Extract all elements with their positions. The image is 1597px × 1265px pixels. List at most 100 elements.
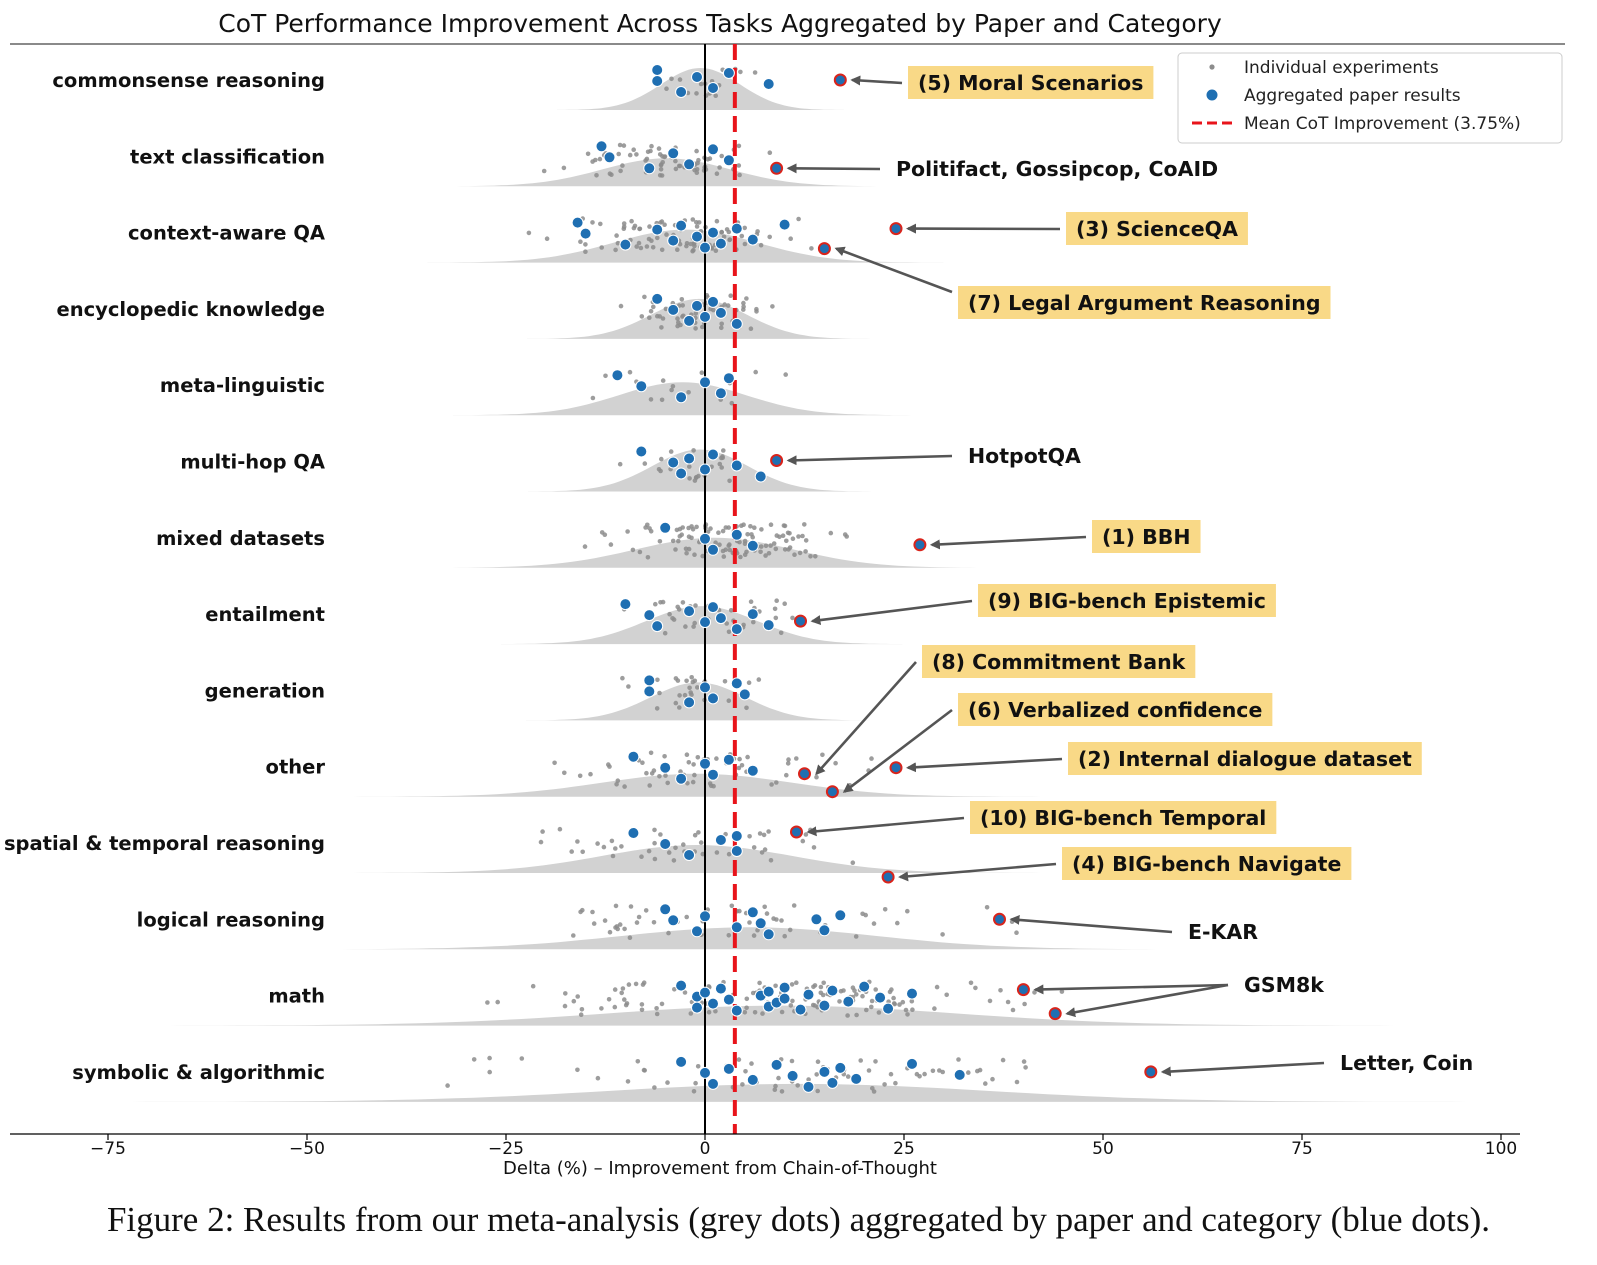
- individual-experiment-point: [815, 1059, 821, 1064]
- individual-experiment-point: [595, 841, 600, 846]
- individual-experiment-point: [634, 152, 639, 157]
- individual-experiment-point: [932, 1006, 937, 1011]
- individual-experiment-point: [791, 903, 797, 908]
- individual-experiment-point: [622, 784, 627, 789]
- individual-experiment-point: [758, 549, 763, 555]
- individual-experiment-point: [590, 395, 596, 401]
- individual-experiment-point: [569, 849, 574, 854]
- individual-experiment-point: [897, 1002, 902, 1007]
- individual-experiment-point: [538, 839, 544, 845]
- aggregated-paper-point: [730, 677, 743, 690]
- individual-experiment-point: [614, 782, 619, 787]
- annotation-label: Letter, Coin: [1340, 1051, 1473, 1075]
- individual-experiment-point: [842, 532, 848, 537]
- aggregated-paper-point: [707, 601, 719, 614]
- individual-experiment-point: [660, 599, 666, 605]
- individual-experiment-point: [673, 547, 678, 552]
- individual-experiment-point: [541, 168, 547, 174]
- individual-experiment-point: [575, 839, 580, 844]
- aggregated-paper-point: [707, 226, 719, 239]
- aggregated-paper-point: [699, 910, 711, 923]
- aggregated-paper-point: [746, 608, 759, 621]
- aggregated-paper-point: [826, 984, 839, 997]
- category-label-mixed-datasets: mixed datasets: [156, 527, 325, 550]
- individual-experiment-point: [719, 153, 724, 159]
- individual-experiment-point: [779, 1089, 785, 1094]
- aggregated-paper-point: [627, 827, 640, 839]
- annotation-highlight-box: [1062, 847, 1352, 880]
- individual-experiment-point: [695, 755, 701, 760]
- annotation-label: HotpotQA: [968, 444, 1081, 468]
- individual-experiment-point: [930, 1068, 936, 1074]
- individual-experiment-point: [694, 524, 699, 530]
- individual-experiment-point: [628, 904, 634, 909]
- individual-experiment-point: [690, 248, 695, 254]
- individual-experiment-point: [782, 547, 788, 552]
- individual-experiment-point: [869, 1004, 874, 1010]
- aggregated-paper-point: [826, 1076, 839, 1089]
- individual-experiment-point: [779, 1009, 785, 1015]
- individual-experiment-point: [812, 1003, 818, 1008]
- aggregated-paper-point: [810, 913, 823, 926]
- individual-experiment-point: [693, 1080, 698, 1086]
- individual-experiment-point: [652, 827, 657, 833]
- individual-experiment-point: [922, 1071, 927, 1077]
- individual-experiment-point: [637, 226, 642, 232]
- individual-experiment-point: [820, 752, 825, 758]
- individual-experiment-point: [642, 461, 648, 466]
- individual-experiment-point: [750, 534, 755, 540]
- individual-experiment-point: [770, 304, 775, 309]
- individual-experiment-point: [828, 530, 834, 536]
- annotation-5-moral-scenarios: (5) Moral Scenarios: [833, 66, 1154, 99]
- individual-experiment-point: [658, 220, 663, 225]
- individual-experiment-point: [736, 1057, 742, 1062]
- annotation-label: (6) Verbalized confidence: [968, 698, 1262, 722]
- legend-aggregated-label: Aggregated paper results: [1244, 86, 1461, 106]
- individual-experiment-point: [662, 222, 667, 227]
- annotation-arrow: [1009, 914, 1173, 934]
- x-tick-label: −75: [90, 1139, 126, 1159]
- aggregated-paper-point: [882, 1002, 895, 1015]
- aggregated-paper-point: [651, 292, 664, 305]
- individual-experiment-point: [694, 220, 699, 225]
- annotation-label: (1) BBH: [1102, 525, 1191, 549]
- individual-experiment-point: [763, 543, 769, 549]
- individual-experiment-point: [845, 1074, 851, 1079]
- individual-experiment-point: [729, 903, 735, 909]
- annotation-arrow: [815, 661, 917, 776]
- individual-experiment-point: [651, 768, 657, 773]
- individual-experiment-point: [622, 926, 627, 932]
- annotation-arrow: [1065, 983, 1229, 1018]
- individual-experiment-point: [739, 233, 745, 239]
- individual-experiment-point: [676, 538, 681, 544]
- aggregated-paper-point: [818, 999, 831, 1012]
- annotation-10-big-bench-temporal: (10) BIG-bench Temporal: [790, 801, 1277, 839]
- aggregated-paper-point: [699, 681, 711, 694]
- individual-experiment-point: [670, 538, 676, 544]
- individual-experiment-point: [614, 233, 619, 238]
- individual-experiment-point: [673, 700, 679, 706]
- aggregated-paper-point: [770, 1058, 783, 1071]
- annotation-highlight-box: [970, 801, 1277, 834]
- annotated-outlier-point: [889, 222, 903, 236]
- x-tick-label: 0: [700, 1139, 711, 1159]
- individual-experiment-point: [671, 858, 677, 863]
- individual-experiment-point: [685, 781, 690, 786]
- individual-experiment-point: [530, 983, 536, 989]
- aggregated-paper-point: [691, 230, 703, 243]
- aggregated-paper-point: [722, 1062, 735, 1075]
- individual-experiment-point: [631, 147, 636, 152]
- individual-experiment-point: [619, 844, 624, 849]
- individual-experiment-point: [998, 988, 1003, 993]
- density-math: [151, 1005, 1413, 1026]
- aggregated-paper-point: [699, 757, 711, 770]
- aggregated-paper-point: [818, 1065, 831, 1078]
- individual-experiment-point: [706, 1009, 712, 1015]
- individual-experiment-point: [726, 933, 732, 938]
- annotation-label: (4) BIG-bench Navigate: [1072, 852, 1341, 876]
- individual-experiment-point: [557, 826, 563, 832]
- aggregated-paper-point: [691, 71, 703, 83]
- individual-experiment-point: [786, 757, 791, 762]
- aggregated-paper-point: [643, 609, 656, 622]
- annotation-8-commitment-bank: (8) Commitment Bank: [798, 645, 1196, 781]
